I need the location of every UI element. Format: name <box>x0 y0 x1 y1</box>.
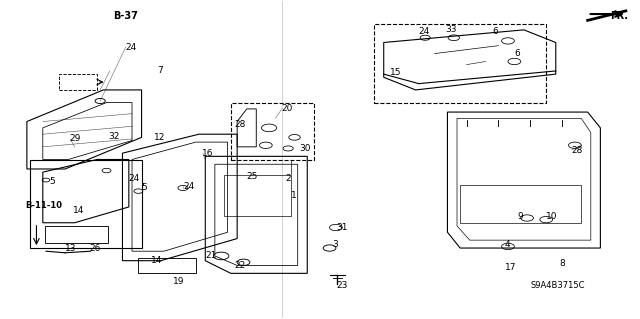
Text: 9: 9 <box>518 212 524 221</box>
Text: 24: 24 <box>125 43 137 52</box>
Text: 10: 10 <box>546 212 557 221</box>
Text: 6: 6 <box>515 49 520 58</box>
Text: 1: 1 <box>291 191 297 200</box>
Text: 13: 13 <box>65 243 77 253</box>
Text: 33: 33 <box>445 25 457 34</box>
Text: S9A4B3715C: S9A4B3715C <box>531 281 585 291</box>
Text: 22: 22 <box>234 261 245 270</box>
Text: 20: 20 <box>282 104 293 113</box>
Text: 28: 28 <box>234 120 245 129</box>
Text: 12: 12 <box>154 133 166 142</box>
Text: 2: 2 <box>285 174 291 183</box>
Text: 6: 6 <box>492 27 498 36</box>
Text: 17: 17 <box>505 263 516 271</box>
Text: 3: 3 <box>333 241 339 249</box>
Text: B-11-10: B-11-10 <box>26 201 63 210</box>
Text: 8: 8 <box>559 259 564 268</box>
Text: 32: 32 <box>108 132 120 141</box>
Text: 24: 24 <box>129 174 140 183</box>
Text: 28: 28 <box>572 145 583 154</box>
Text: 24: 24 <box>419 27 430 36</box>
Text: 4: 4 <box>505 241 511 249</box>
Text: 24: 24 <box>183 182 195 191</box>
Text: 19: 19 <box>173 277 185 286</box>
Text: 5: 5 <box>49 177 55 186</box>
Text: 30: 30 <box>300 144 311 153</box>
Text: 14: 14 <box>73 206 84 215</box>
Text: 15: 15 <box>390 68 401 77</box>
Text: 29: 29 <box>70 134 81 144</box>
Text: 25: 25 <box>246 172 258 182</box>
Text: 23: 23 <box>336 281 348 291</box>
Text: 26: 26 <box>90 243 100 253</box>
Text: FR.: FR. <box>610 11 628 21</box>
Text: 7: 7 <box>157 66 163 76</box>
Text: 16: 16 <box>202 149 214 158</box>
Text: 5: 5 <box>141 183 147 192</box>
Text: B-37: B-37 <box>113 11 138 21</box>
Text: 14: 14 <box>151 256 163 265</box>
Text: 31: 31 <box>336 223 348 232</box>
Text: 21: 21 <box>205 251 217 260</box>
